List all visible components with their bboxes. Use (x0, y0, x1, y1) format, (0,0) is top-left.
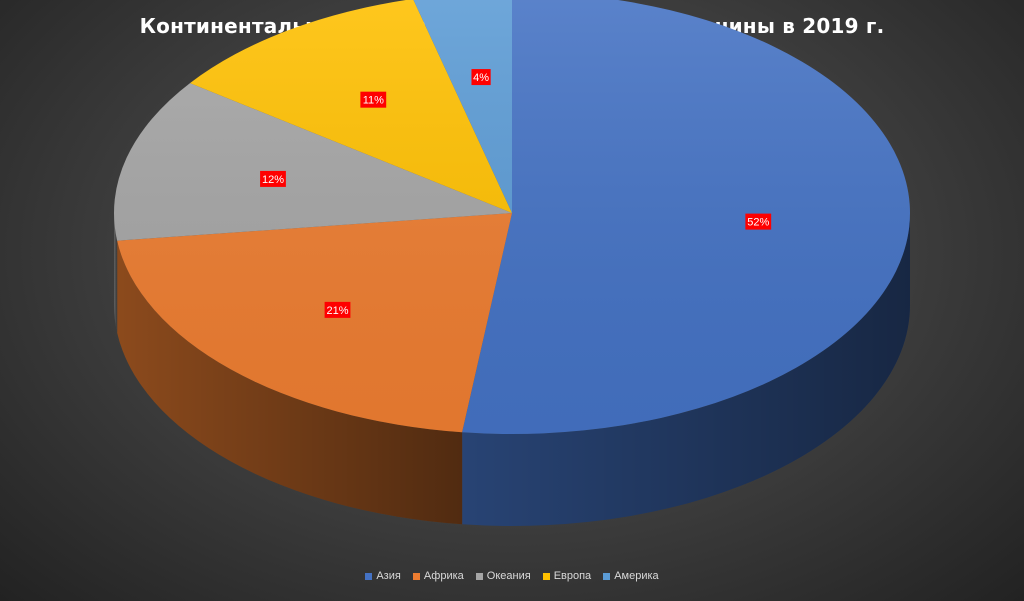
data-label-0: 52% (745, 213, 772, 230)
legend-swatch-2 (475, 572, 483, 580)
data-label-text-3: 11% (363, 95, 384, 107)
data-label-box-0 (745, 213, 772, 230)
legend-item-2: Океания (475, 570, 531, 582)
data-label-2: 12% (260, 170, 286, 187)
legend-item-0: Азия (365, 570, 401, 582)
legend-label-3: Европа (553, 570, 592, 582)
data-label-3: 11% (360, 91, 387, 108)
legend-label-2: Океания (486, 570, 531, 582)
legend-swatch-4 (603, 572, 611, 580)
legend-item-1: Африка (412, 570, 464, 582)
legend-swatch-1 (412, 572, 420, 580)
legend-swatch-3 (542, 572, 550, 580)
legend-item-3: Европа (542, 570, 592, 582)
legend-label-4: Америка (614, 570, 659, 582)
pie-side-shade-1 (117, 240, 463, 525)
legend-swatch-0 (365, 572, 373, 580)
data-label-text-4: 4% (473, 72, 489, 84)
legend-label-0: Азия (376, 570, 401, 582)
data-label-text-1: 21% (326, 305, 348, 317)
legend-label-1: Африка (423, 570, 464, 582)
data-label-text-0: 52% (747, 217, 769, 229)
pie-side-shade-2 (114, 213, 118, 333)
data-label-4: 4% (471, 69, 491, 86)
data-label-box-2 (260, 170, 286, 187)
chart-legend: Азия Африка Океания Европа Америка (0, 570, 1024, 582)
pie-side-shade-0 (462, 213, 910, 526)
pie-top-shine (114, 0, 910, 434)
data-label-1: 21% (324, 301, 351, 318)
data-label-text-2: 12% (262, 174, 284, 186)
legend-item-4: Америка (603, 570, 659, 582)
data-label-box-1 (324, 301, 351, 318)
data-label-box-3 (360, 91, 387, 108)
data-label-box-4 (471, 69, 491, 86)
